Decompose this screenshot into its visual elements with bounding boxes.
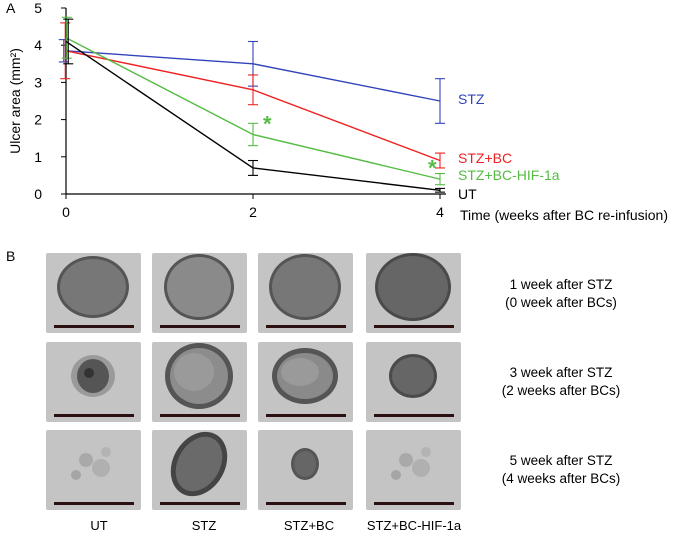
- ulcer-area-chart: 0 1 2 3 4 5 0 2 4 Ulcer area (mm²) Time (weeks aft…: [7, 0, 668, 223]
- significance-asterisk-1: *: [428, 156, 437, 181]
- legend-label-3: UT: [458, 186, 477, 202]
- legend-label-2: STZ+BC-HIF-1a: [458, 167, 560, 183]
- panel-label-b: B: [6, 248, 16, 264]
- y-tick-label-1: 1: [34, 149, 42, 165]
- col-label-stz: STZ: [191, 518, 217, 533]
- x-tick-label-0: 0: [62, 204, 70, 220]
- micrograph-r3-c4: [366, 430, 461, 510]
- row-label-week5: 5 week after STZ (4 weeks after BCs): [501, 453, 621, 486]
- micrograph-r1-c1: [46, 253, 141, 333]
- row-label-week1: 1 week after STZ (0 week after BCs): [505, 277, 617, 310]
- micrograph-r3-c2: [152, 430, 247, 510]
- micrograph-r1-c3: [258, 253, 353, 333]
- col-label-ut: UT: [90, 518, 108, 533]
- micrograph-r3-c3: [258, 430, 353, 510]
- significance-asterisk-0: *: [263, 111, 272, 136]
- micrograph-r1-c2: [152, 253, 247, 333]
- y-tick-label-0: 0: [34, 186, 42, 202]
- y-tick-label-2: 2: [34, 112, 42, 128]
- micrograph-r1-c4: [366, 253, 461, 333]
- x-tick-label-2: 2: [249, 204, 257, 220]
- micrograph-r2-c4: [366, 342, 461, 422]
- micrograph-r2-c1: [46, 342, 141, 422]
- y-tick-label-4: 4: [34, 37, 42, 53]
- y-tick-label-5: 5: [34, 0, 42, 16]
- legend-label-1: STZ+BC: [458, 150, 512, 166]
- micrograph-r3-c1: [46, 430, 141, 510]
- panel-label-a: A: [6, 0, 16, 16]
- y-axis-label: Ulcer area (mm²): [7, 48, 23, 154]
- col-label-stz-bc: STZ+BC: [283, 518, 335, 533]
- x-axis-label: Time (weeks after BC re-infusion): [460, 207, 668, 223]
- micrograph-r2-c2: [152, 342, 247, 422]
- row-label-week3: 3 week after STZ (2 weeks after BCs): [501, 365, 621, 398]
- micrograph-r2-c3: [258, 342, 353, 422]
- x-tick-label-4: 4: [436, 204, 444, 220]
- legend-label-0: STZ: [458, 91, 485, 107]
- col-label-stz-bc-hif: STZ+BC-HIF-1a: [366, 518, 462, 533]
- y-tick-label-3: 3: [34, 74, 42, 90]
